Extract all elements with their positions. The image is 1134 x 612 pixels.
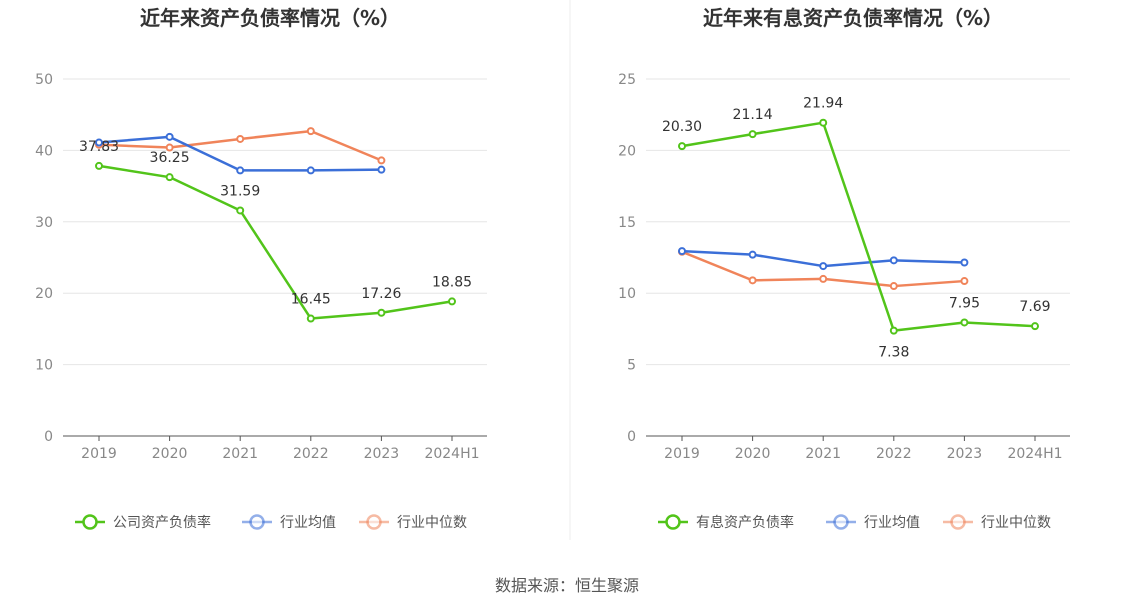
data-point <box>819 118 828 127</box>
y-tick-label: 5 <box>627 358 636 374</box>
x-tick-label: 2023 <box>364 446 400 462</box>
y-tick-label: 20 <box>618 143 636 159</box>
data-label: 7.38 <box>878 345 909 361</box>
series-line <box>681 121 1036 332</box>
data-point <box>306 166 315 175</box>
x-tick-label: 2022 <box>876 446 912 462</box>
data-point <box>819 274 828 283</box>
data-point <box>748 130 757 139</box>
legend-item[interactable]: 行业中位数 <box>359 514 467 531</box>
legend-marker <box>366 514 382 530</box>
x-tick-label: 2020 <box>735 446 771 462</box>
legend-label: 行业中位数 <box>981 515 1051 531</box>
y-tick-label: 0 <box>44 429 53 445</box>
legend-label: 有息资产负债率 <box>696 514 794 531</box>
y-tick-label: 25 <box>618 72 636 88</box>
data-point <box>236 166 245 175</box>
legend-item[interactable]: 行业均值 <box>242 514 336 531</box>
x-tick-label: 2024H1 <box>1007 446 1062 462</box>
y-tick-label: 40 <box>35 143 53 159</box>
legend-marker <box>249 514 265 530</box>
legend-marker <box>833 514 849 530</box>
data-label: 7.69 <box>1019 299 1050 315</box>
data-point <box>377 156 386 165</box>
chart-right: 0 5 10 15 20 25 2019 2020 2021 2022 2023 2024H1 20.3… <box>618 72 1070 462</box>
data-label: 17.26 <box>361 286 401 302</box>
data-label: 16.45 <box>291 292 331 308</box>
legend-marker <box>665 514 681 530</box>
chart-left: 0 10 20 30 40 50 2019 2020 2021 2022 2023 2024H1 37.… <box>35 72 487 462</box>
data-label: 31.59 <box>220 183 260 199</box>
data-point <box>448 297 456 306</box>
x-tick-label: 2019 <box>81 446 117 462</box>
x-tick-label: 2020 <box>152 446 188 462</box>
data-point <box>165 132 174 141</box>
data-source: 数据来源：恒生聚源 <box>495 576 639 595</box>
data-label: 36.25 <box>150 150 190 166</box>
legend-left: 公司资产负债率 行业均值 行业中位数 <box>75 514 467 531</box>
data-point <box>889 282 898 291</box>
legend-label: 行业均值 <box>864 515 920 531</box>
data-point <box>889 326 898 335</box>
data-label: 21.94 <box>803 96 843 112</box>
x-tick-label: 2021 <box>222 446 258 462</box>
data-point <box>748 250 757 259</box>
data-point <box>1031 322 1039 331</box>
legend-label: 公司资产负债率 <box>113 514 211 531</box>
data-label: 20.30 <box>662 119 702 135</box>
legend-item[interactable]: 行业中位数 <box>943 514 1051 531</box>
chart-title-right: 近年来有息资产负债率情况（%） <box>703 6 1003 30</box>
data-label: 18.85 <box>432 274 472 290</box>
data-point <box>748 276 757 285</box>
data-label: 7.95 <box>949 295 980 311</box>
legend-item[interactable]: 有息资产负债率 <box>658 514 794 531</box>
data-point <box>960 318 969 327</box>
data-point <box>960 258 969 267</box>
legend-label: 行业均值 <box>280 515 336 531</box>
y-tick-label: 10 <box>35 358 53 374</box>
legend-right: 有息资产负债率 行业均值 行业中位数 <box>658 514 1051 531</box>
data-point <box>678 247 686 256</box>
data-point <box>95 138 103 147</box>
legend-marker <box>950 514 966 530</box>
data-point <box>306 314 315 323</box>
data-point <box>377 308 386 317</box>
data-point <box>236 206 245 215</box>
series-line <box>98 164 453 320</box>
legend-label: 行业中位数 <box>397 515 467 531</box>
data-point <box>819 262 828 271</box>
y-tick-label: 0 <box>627 429 636 445</box>
y-tick-label: 30 <box>35 215 53 231</box>
x-tick-label: 2023 <box>947 446 983 462</box>
x-tick-label: 2021 <box>805 446 841 462</box>
data-point <box>95 161 103 170</box>
x-tick-label: 2024H1 <box>424 446 479 462</box>
x-tick-label: 2022 <box>293 446 329 462</box>
data-point <box>678 142 686 151</box>
chart-title-left: 近年来资产负债率情况（%） <box>140 6 400 30</box>
y-tick-label: 15 <box>618 215 636 231</box>
x-tick-label: 2019 <box>664 446 700 462</box>
data-point <box>236 134 245 143</box>
data-point <box>165 143 174 152</box>
data-point <box>165 173 174 182</box>
data-point <box>306 127 315 136</box>
y-tick-label: 20 <box>35 286 53 302</box>
legend-item[interactable]: 行业均值 <box>826 514 920 531</box>
y-tick-label: 50 <box>35 72 53 88</box>
data-label: 21.14 <box>733 107 773 123</box>
data-label: 37.83 <box>79 139 119 155</box>
data-point <box>377 165 386 174</box>
data-point <box>889 256 898 265</box>
y-tick-label: 10 <box>618 286 636 302</box>
legend-marker <box>82 514 98 530</box>
data-point <box>960 277 969 286</box>
legend-item[interactable]: 公司资产负债率 <box>75 514 211 531</box>
